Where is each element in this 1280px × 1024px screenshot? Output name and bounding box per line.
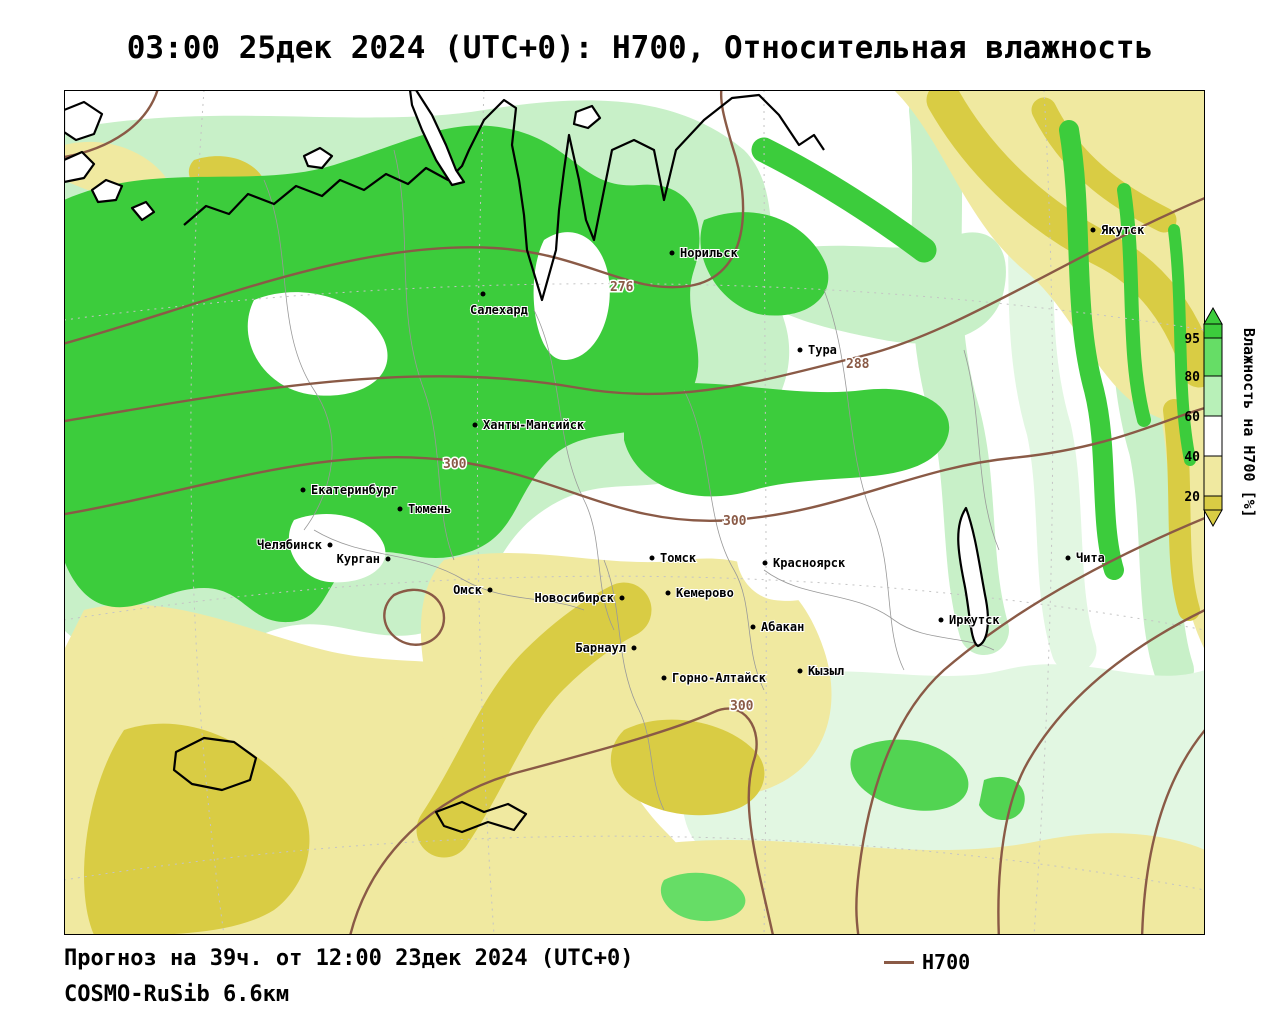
lake-outline-south bbox=[434, 800, 528, 834]
svg-text:Норильск: Норильск bbox=[680, 246, 739, 260]
city-salekhard: Салехард bbox=[469, 291, 529, 318]
contour-labels: 276 288 300 300 300 bbox=[442, 279, 872, 716]
model-info: COSMO-RuSib 6.6км bbox=[64, 982, 290, 1007]
colorbar-segments bbox=[1203, 306, 1223, 528]
svg-text:Тура: Тура bbox=[808, 343, 837, 357]
svg-text:Курган: Курган bbox=[337, 552, 380, 566]
colorbar-ticks: 95 80 60 40 20 bbox=[1184, 332, 1200, 505]
city-abakan: Абакан bbox=[750, 619, 805, 635]
lake-outline-southwest bbox=[172, 736, 258, 792]
tick-40: 40 bbox=[1184, 450, 1200, 465]
tick-60: 60 bbox=[1184, 410, 1200, 425]
svg-text:Барнаул: Барнаул bbox=[575, 641, 626, 655]
city-barnaul: Барнаул bbox=[574, 640, 637, 656]
svg-text:Екатеринбург: Екатеринбург bbox=[311, 483, 398, 497]
svg-text:Ханты-Мансийск: Ханты-Мансийск bbox=[483, 418, 585, 432]
city-kurgan: Курган bbox=[336, 551, 391, 567]
svg-text:Красноярск: Красноярск bbox=[773, 556, 846, 570]
contour-label-300-a: 300 bbox=[443, 457, 467, 472]
tick-80: 80 bbox=[1184, 370, 1200, 385]
city-tomsk: Томск bbox=[649, 550, 698, 566]
h700-line-label: H700 bbox=[922, 950, 971, 974]
svg-text:Томск: Томск bbox=[660, 551, 697, 565]
city-kemerovo: Кемерово bbox=[665, 585, 735, 601]
svg-text:Новосибирск: Новосибирск bbox=[535, 591, 615, 605]
line-legend: H700 bbox=[884, 950, 970, 974]
svg-text:Кемерово: Кемерово bbox=[676, 586, 734, 600]
h700-line-swatch bbox=[884, 960, 914, 964]
h700-contour-layer bbox=[57, 83, 1207, 942]
colorbar-arrow-down bbox=[1203, 509, 1223, 528]
city-novosibirsk: Новосибирск bbox=[534, 590, 625, 606]
graticule-layer bbox=[63, 89, 1206, 936]
humidity-map-canvas: 276 288 300 300 300 Норильск Салехард Ту… bbox=[57, 82, 1217, 942]
humidity-colorbar: 95 80 60 40 20 bbox=[1160, 298, 1244, 598]
svg-text:Тюмень: Тюмень bbox=[408, 502, 451, 516]
svg-text:Горно-Алтайск: Горно-Алтайск bbox=[672, 671, 767, 685]
svg-text:Чита: Чита bbox=[1076, 551, 1105, 565]
contour-label-288: 288 bbox=[846, 357, 870, 372]
page-title: 03:00 25дек 2024 (UTC+0): H700, Относите… bbox=[126, 30, 1154, 66]
dark-yellow-humidity-layer bbox=[84, 82, 1217, 935]
city-tyumen: Тюмень bbox=[397, 501, 452, 517]
svg-text:Кызыл: Кызыл bbox=[808, 664, 844, 678]
city-tura: Тура bbox=[797, 342, 838, 358]
contour-label-300-b: 300 bbox=[723, 514, 747, 529]
tick-95: 95 bbox=[1184, 332, 1200, 347]
city-chelyabinsk: Челябинск bbox=[256, 537, 333, 553]
svg-text:Иркутск: Иркутск bbox=[949, 613, 1000, 627]
city-markers: Норильск Салехард Тура Якутск Ханты-Манс… bbox=[256, 222, 1146, 686]
city-kyzyl: Кызыл bbox=[797, 663, 845, 679]
colorbar-title: Влажность на H700 [%] bbox=[1240, 328, 1258, 518]
map-border bbox=[64, 90, 1205, 935]
city-yakutsk: Якутск bbox=[1090, 222, 1146, 238]
city-krasnoyarsk: Красноярск bbox=[762, 555, 847, 571]
svg-text:Абакан: Абакан bbox=[761, 620, 804, 634]
tick-20: 20 bbox=[1184, 490, 1200, 505]
city-norilsk: Норильск bbox=[669, 245, 740, 261]
city-chita: Чита bbox=[1065, 550, 1106, 566]
forecast-info: Прогноз на 39ч. от 12:00 23дек 2024 (UTC… bbox=[64, 946, 634, 971]
svg-text:Салехард: Салехард bbox=[470, 303, 528, 317]
contour-label-300-c: 300 bbox=[730, 699, 754, 714]
colorbar-arrow-up bbox=[1203, 306, 1223, 325]
city-omsk: Омск bbox=[452, 582, 493, 598]
city-gorno-altaysk: Горно-Алтайск bbox=[661, 670, 768, 686]
svg-text:Якутск: Якутск bbox=[1101, 223, 1145, 237]
admin-boundaries-layer bbox=[263, 149, 1000, 811]
city-khanty-mansiysk: Ханты-Мансийск bbox=[472, 417, 586, 433]
map-area: 276 288 300 300 300 Норильск Салехард Ту… bbox=[57, 82, 1217, 942]
lake-baikal-outline bbox=[957, 506, 989, 648]
city-yekaterinburg: Екатеринбург bbox=[300, 482, 399, 498]
svg-text:Омск: Омск bbox=[453, 583, 483, 597]
city-irkutsk: Иркутск bbox=[938, 612, 1001, 628]
svg-text:Челябинск: Челябинск bbox=[257, 538, 323, 552]
contour-label-276: 276 bbox=[610, 280, 634, 295]
